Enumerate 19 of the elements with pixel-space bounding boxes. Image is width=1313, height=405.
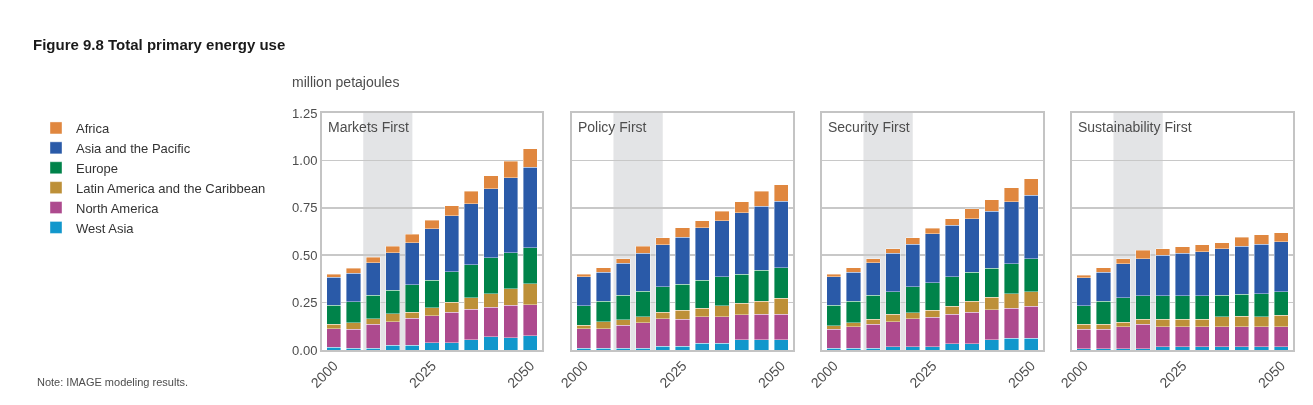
legend-label: Asia and the Pacific (76, 140, 191, 156)
text: Figure 9.8 Total primary energy use (33, 36, 286, 54)
legend-label: Europe (76, 160, 118, 176)
text: Security First (828, 119, 910, 135)
y-tick-label: 0.75 (292, 200, 318, 216)
y-tick-label: 0.25 (292, 295, 318, 311)
text: Markets First (328, 119, 409, 135)
legend-label: West Asia (76, 220, 135, 236)
text: Sustainability First (1078, 119, 1192, 135)
y-tick-label: 0.00 (292, 342, 318, 358)
text: Note: IMAGE modeling results. (37, 376, 189, 388)
legend-label: Africa (76, 121, 110, 137)
text: Policy First (578, 119, 647, 135)
legend-label: North America (76, 200, 160, 216)
y-tick-label: 1.25 (292, 105, 318, 121)
y-tick-label: 0.50 (292, 247, 318, 263)
y-tick-label: 1.00 (292, 152, 318, 168)
legend-label: Latin America and the Caribbean (76, 180, 266, 196)
y-axis-title: million petajoules (292, 74, 400, 90)
